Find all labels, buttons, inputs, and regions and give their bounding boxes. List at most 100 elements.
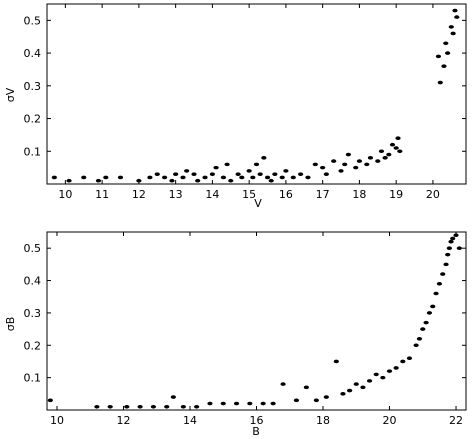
- data-point: [207, 401, 213, 406]
- data-point: [448, 239, 454, 244]
- data-point: [406, 356, 413, 361]
- data-point: [386, 152, 392, 157]
- data-point: [180, 175, 186, 180]
- data-point: [94, 404, 100, 409]
- data-point: [290, 175, 296, 180]
- data-point: [323, 172, 329, 176]
- data-point: [389, 142, 396, 147]
- x-tick-label: 17: [316, 188, 330, 201]
- data-point: [169, 178, 175, 183]
- data-point: [443, 262, 449, 267]
- data-point: [47, 398, 53, 403]
- y-tick-label: 0.2: [24, 113, 42, 126]
- x-tick-label: 20: [383, 414, 397, 427]
- data-point: [380, 375, 386, 380]
- plot-frame: [46, 231, 467, 411]
- data-point: [247, 401, 253, 406]
- data-point: [456, 246, 462, 250]
- data-point: [386, 369, 393, 373]
- data-point: [436, 281, 442, 286]
- data-point: [224, 162, 230, 167]
- x-tick-label: 10: [58, 188, 72, 201]
- x-tick-label: 12: [132, 188, 146, 201]
- data-point: [338, 169, 344, 173]
- x-tick-label: 16: [279, 188, 293, 201]
- data-point: [446, 246, 452, 250]
- data-point: [164, 404, 170, 409]
- data-point: [440, 272, 446, 276]
- x-tick-label: 16: [250, 414, 264, 427]
- data-point: [433, 291, 439, 296]
- data-point: [393, 366, 399, 370]
- data-point: [375, 159, 381, 163]
- y-tick-label: 0.2: [24, 339, 42, 352]
- data-point: [323, 395, 329, 399]
- data-point: [279, 175, 285, 180]
- data-point: [453, 233, 459, 238]
- y-tick-label: 0.3: [24, 307, 42, 320]
- data-point: [220, 401, 226, 406]
- x-tick-label: 12: [116, 414, 130, 427]
- data-point: [195, 178, 201, 183]
- x-tick-label: 11: [95, 188, 109, 201]
- data-point: [136, 178, 142, 183]
- data-point: [353, 382, 359, 386]
- data-point: [345, 152, 351, 157]
- data-point: [66, 178, 72, 183]
- data-point: [435, 54, 442, 59]
- data-point: [180, 404, 186, 409]
- data-point: [400, 359, 406, 364]
- y-tick-label: 0.4: [24, 275, 42, 288]
- data-point: [293, 398, 300, 403]
- data-point: [194, 404, 200, 409]
- x-tick-label: 19: [389, 188, 403, 201]
- data-point: [426, 311, 433, 315]
- y-axis-label: σB: [4, 317, 17, 332]
- data-point: [430, 304, 436, 309]
- data-point: [239, 175, 245, 180]
- data-point: [270, 401, 276, 406]
- data-point: [280, 382, 286, 386]
- data-point: [333, 359, 339, 364]
- data-point: [364, 162, 370, 167]
- data-point: [445, 252, 451, 257]
- data-point: [454, 15, 460, 19]
- data-point: [253, 162, 260, 167]
- data-point: [303, 385, 309, 390]
- data-point: [445, 51, 451, 55]
- data-point: [298, 172, 304, 176]
- data-point: [233, 401, 240, 406]
- y-tick-label: 0.5: [24, 14, 42, 27]
- data-point: [312, 162, 318, 167]
- data-point: [260, 401, 266, 406]
- data-point: [228, 178, 234, 183]
- data-point: [373, 372, 379, 377]
- data-point: [423, 320, 429, 325]
- x-tick-label: 18: [316, 414, 330, 427]
- data-point: [117, 175, 124, 180]
- x-tick-label: 18: [352, 188, 366, 201]
- data-point: [283, 169, 289, 173]
- data-point: [342, 162, 348, 167]
- data-point: [347, 388, 353, 393]
- data-point: [305, 175, 311, 180]
- data-point: [437, 80, 443, 85]
- data-point: [261, 156, 267, 160]
- data-point: [331, 159, 337, 163]
- data-point: [173, 172, 179, 176]
- data-point: [257, 172, 263, 176]
- v-band-error-panel: 10 11 12 13 14 15 16 17 18 19 20 0.1 0.2 0.3 0.4 0.5 VσV: [4, 3, 467, 210]
- data-point: [366, 379, 373, 383]
- data-point: [81, 175, 87, 180]
- data-point: [184, 169, 190, 173]
- data-point: [420, 327, 426, 331]
- data-point: [209, 172, 215, 176]
- data-point: [397, 149, 403, 154]
- data-point: [416, 337, 423, 341]
- y-tick-label: 0.4: [24, 47, 42, 60]
- data-point: [360, 385, 366, 390]
- y-axis-label: σV: [4, 87, 17, 102]
- data-point: [395, 136, 401, 140]
- data-point: [340, 392, 346, 396]
- x-tick-label: 10: [50, 414, 64, 427]
